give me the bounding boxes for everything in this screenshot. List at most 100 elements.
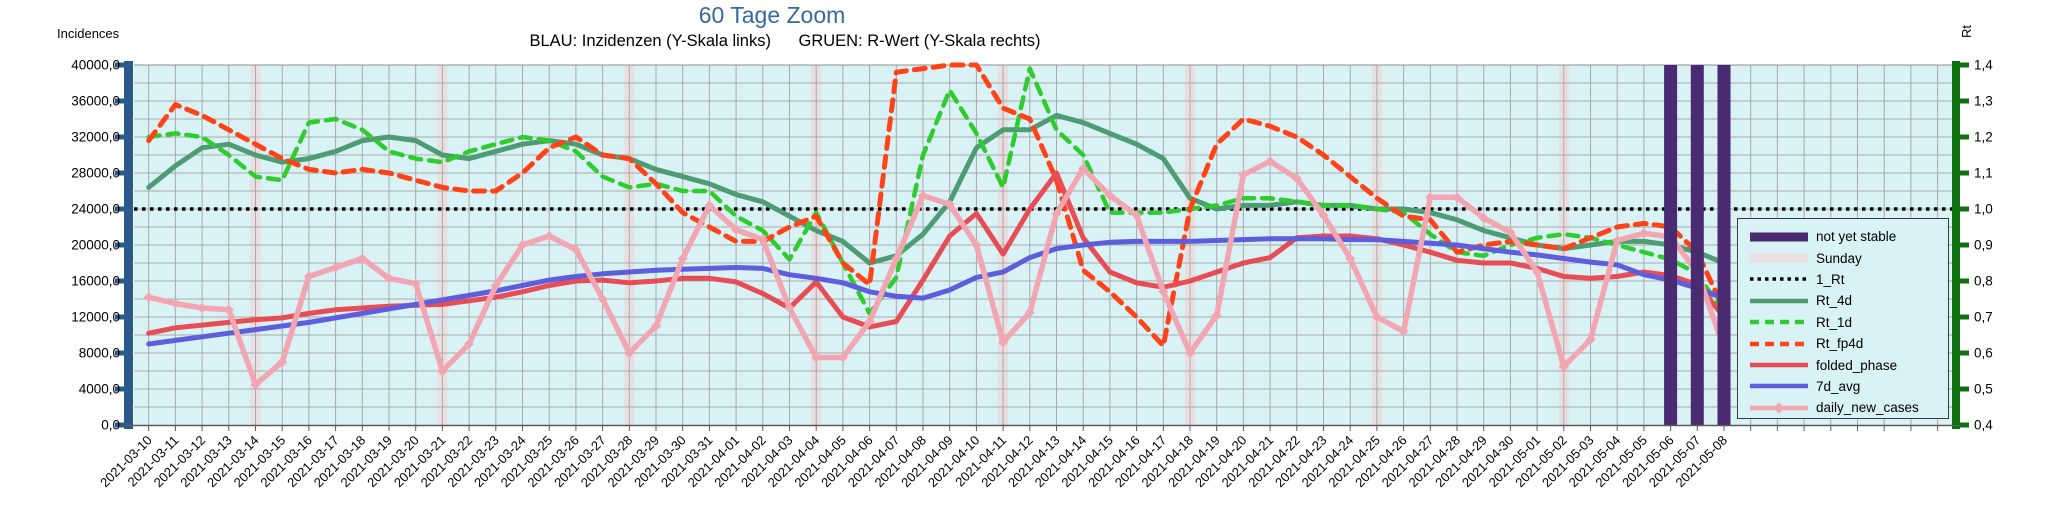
series-marker-daily_new_cases [757, 234, 768, 245]
series-marker-daily_new_cases [1371, 312, 1382, 322]
series-marker-daily_new_cases [1024, 307, 1035, 318]
series-marker-daily_new_cases [1425, 192, 1436, 203]
series-marker-daily_new_cases [1238, 169, 1249, 180]
chart-title: 60 Tage Zoom [698, 2, 846, 28]
series-marker-daily_new_cases [811, 352, 822, 363]
right-axis-tick [1960, 170, 1969, 176]
series-marker-daily_new_cases [197, 303, 208, 313]
left-axis-title: Incidences [57, 26, 120, 41]
left-tick-label: 0,0 [101, 418, 120, 433]
series-marker-daily_new_cases [624, 348, 635, 358]
right-axis-tick [1960, 314, 1969, 320]
right-tick-label: 0,4 [1974, 418, 1993, 433]
left-tick-label: 36000,0 [71, 94, 120, 109]
legend-swatch-daily_new_cases [1750, 402, 1808, 414]
legend-label-7d_avg: 7d_avg [1816, 378, 1861, 394]
series-marker-daily_new_cases [1051, 208, 1062, 219]
right-tick-label: 0,7 [1974, 310, 1993, 325]
series-marker-daily_new_cases [918, 190, 928, 201]
series-marker-daily_new_cases [170, 298, 181, 309]
series-marker-daily_new_cases [437, 366, 448, 376]
series-marker-daily_new_cases [1318, 210, 1329, 221]
series-marker-daily_new_cases [544, 231, 555, 241]
series-marker-daily_new_cases [1291, 173, 1302, 184]
legend-swatch-Rt_4d [1750, 298, 1808, 304]
series-marker-daily_new_cases [1078, 163, 1089, 174]
right-axis-tick [1960, 386, 1969, 392]
series-marker-daily_new_cases [971, 240, 982, 250]
legend-item-folded_phase: folded_phase [1750, 354, 1948, 375]
left-axis-tick [115, 242, 124, 248]
series-marker-daily_new_cases [384, 273, 394, 284]
series-marker-daily_new_cases [784, 303, 795, 313]
left-tick-label: 16000,0 [71, 274, 120, 289]
series-marker-daily_new_cases [277, 357, 288, 367]
left-tick-label: 40000,0 [71, 58, 120, 73]
legend-item-daily_new_cases: daily_new_cases [1750, 397, 1948, 418]
left-axis-tick [115, 350, 124, 356]
series-marker-daily_new_cases [1638, 228, 1649, 239]
series-marker-daily_new_cases [143, 292, 154, 303]
legend-item-Rt_4d: Rt_4d [1750, 290, 1948, 311]
series-marker-daily_new_cases [597, 294, 608, 304]
left-axis-line [124, 61, 133, 429]
legend-swatch-sunday [1750, 253, 1808, 263]
right-tick-label: 1,0 [1974, 202, 1993, 217]
series-marker-daily_new_cases [944, 199, 955, 210]
legend: not yet stable Sunday 1_Rt Rt_4d Rt_1d Rt_fp4… [1737, 218, 1949, 419]
left-tick-label: 32000,0 [71, 130, 120, 145]
right-tick-label: 0,8 [1974, 274, 1993, 289]
series-marker-daily_new_cases [1478, 213, 1489, 223]
left-axis-tick [115, 422, 124, 428]
left-tick-label: 12000,0 [71, 310, 120, 325]
legend-swatch-7d_avg [1750, 384, 1808, 389]
series-line-Rt_4d [146, 112, 1727, 266]
legend-item-Rt_fp4d: Rt_fp4d [1750, 333, 1948, 354]
legend-swatch-1_Rt [1750, 277, 1808, 282]
left-tick-label: 20000,0 [71, 238, 120, 253]
right-tick-label: 0,5 [1974, 382, 1993, 397]
series-marker-daily_new_cases [704, 200, 715, 211]
left-axis-tick [115, 134, 124, 140]
right-axis-tick [1960, 62, 1969, 68]
series-marker-daily_new_cases [250, 379, 261, 390]
legend-item-sunday: Sunday [1750, 247, 1948, 268]
series-marker-daily_new_cases [517, 240, 528, 250]
legend-swatch-folded_phase [1750, 362, 1808, 368]
legend-item-7d_avg: 7d_avg [1750, 376, 1948, 397]
left-tick-label: 4000,0 [79, 382, 120, 397]
series-marker-daily_new_cases [1345, 253, 1356, 264]
series-marker-daily_new_cases [570, 244, 581, 255]
not-yet-stable-bar [1717, 65, 1731, 425]
right-tick-label: 0,6 [1974, 346, 1993, 361]
series-marker-daily_new_cases [410, 278, 421, 289]
left-tick-label: 24000,0 [71, 202, 120, 217]
legend-label-Rt_1d: Rt_1d [1816, 314, 1853, 330]
legend-label-Rt_fp4d: Rt_fp4d [1816, 336, 1864, 352]
right-axis-line [1952, 61, 1960, 429]
right-axis-title: Rt [1959, 25, 1974, 38]
series-marker-daily_new_cases [464, 339, 475, 349]
series-line-daily_new_cases [145, 158, 1727, 388]
legend-swatch-Rt_1d [1750, 320, 1808, 325]
right-axis-tick [1960, 242, 1969, 248]
series-marker-daily_new_cases [1104, 190, 1115, 201]
series-marker-daily_new_cases [1211, 310, 1222, 321]
legend-item-1_Rt: 1_Rt [1750, 269, 1948, 290]
left-axis-tick [115, 314, 124, 320]
series-marker-daily_new_cases [1558, 361, 1569, 372]
left-axis-tick [115, 386, 124, 392]
series-marker-daily_new_cases [490, 280, 501, 291]
not-yet-stable-bar [1664, 65, 1678, 425]
series-marker-daily_new_cases [1185, 348, 1195, 358]
series-line-7d_avg [146, 236, 1727, 347]
series-marker-daily_new_cases [1158, 286, 1169, 297]
legend-label-Rt_4d: Rt_4d [1816, 293, 1853, 309]
series-marker-daily_new_cases [1612, 235, 1623, 246]
legend-label-folded_phase: folded_phase [1816, 357, 1898, 373]
left-tick-label: 28000,0 [71, 166, 120, 181]
series-marker-daily_new_cases [998, 337, 1009, 348]
left-axis-tick [115, 206, 124, 212]
right-axis-tick [1960, 206, 1969, 212]
